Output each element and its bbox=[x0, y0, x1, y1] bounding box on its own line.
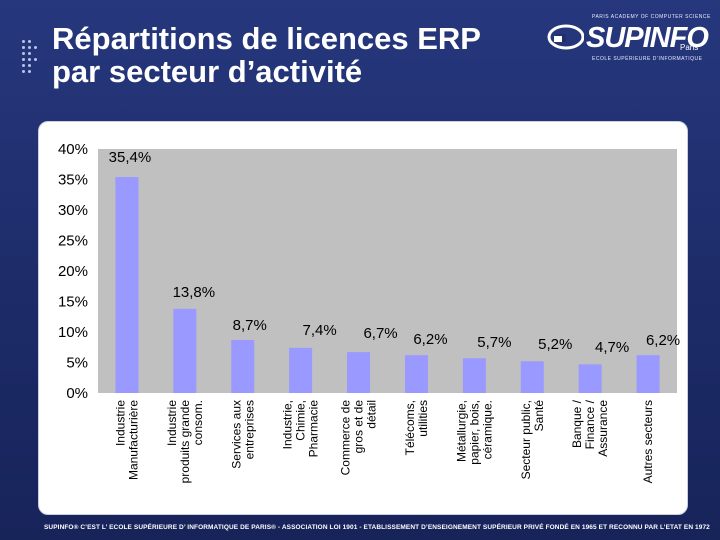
y-tick-label: 30% bbox=[58, 202, 88, 219]
x-tick-label: produits grande bbox=[178, 400, 192, 484]
data-label: 35,4% bbox=[109, 149, 152, 166]
bar bbox=[520, 361, 544, 393]
x-tick-label: détail bbox=[365, 400, 379, 429]
y-tick-label: 15% bbox=[58, 294, 88, 311]
x-tick-label: utilities bbox=[416, 400, 430, 437]
y-tick-label: 0% bbox=[66, 385, 88, 402]
y-tick-label: 5% bbox=[66, 355, 88, 372]
title-line-1: Répartitions de licences ERP bbox=[52, 21, 481, 56]
y-tick-label: 20% bbox=[58, 263, 88, 280]
bar bbox=[404, 355, 428, 393]
supinfo-logo: PARIS ACADEMY OF COMPUTER SCIENCE SUPINF… bbox=[540, 14, 712, 74]
data-label: 7,4% bbox=[303, 322, 337, 339]
x-tick-label: papier, bois, bbox=[467, 400, 481, 465]
y-tick-label: 35% bbox=[58, 172, 88, 189]
y-tick-label: 40% bbox=[58, 141, 88, 158]
logo-tagline: PARIS ACADEMY OF COMPUTER SCIENCE bbox=[592, 14, 711, 20]
y-tick-label: 10% bbox=[58, 324, 88, 341]
x-tick-label: Industrie, bbox=[281, 400, 295, 449]
x-tick-label: Commerce de bbox=[339, 400, 353, 476]
bar bbox=[347, 352, 371, 393]
bar bbox=[462, 358, 486, 393]
x-tick-label: Services aux bbox=[229, 400, 243, 469]
x-tick-label: Manufacturière bbox=[126, 400, 140, 480]
bar bbox=[115, 177, 139, 393]
slide-title: Répartitions de licences ERP par secteur… bbox=[52, 22, 522, 88]
logo-name: SUPINFO bbox=[586, 22, 709, 54]
bar bbox=[578, 364, 602, 393]
data-label: 5,7% bbox=[477, 334, 511, 351]
footer-text: SUPINFO® C’EST L’ ECOLE SUPÉRIEURE D’ IN… bbox=[44, 524, 710, 531]
logo-mark-icon bbox=[547, 24, 584, 50]
data-label: 6,2% bbox=[413, 331, 447, 348]
x-tick-label: gros et de bbox=[352, 400, 366, 454]
x-tick-label: consom. bbox=[191, 400, 205, 445]
x-tick-label: Industrie bbox=[165, 400, 179, 446]
x-tick-label: Télécoms, bbox=[403, 400, 417, 455]
x-tick-label: Industrie bbox=[113, 400, 127, 446]
bar bbox=[289, 347, 313, 393]
x-tick-label: Santé bbox=[532, 400, 546, 432]
x-tick-label: Assurance bbox=[596, 400, 610, 457]
title-line-2: par secteur d’activité bbox=[52, 54, 363, 89]
data-label: 5,2% bbox=[538, 336, 572, 353]
x-tick-label: Finance / bbox=[583, 399, 597, 449]
x-tick-label: Métallurgie, bbox=[454, 400, 468, 462]
data-label: 6,7% bbox=[363, 325, 397, 342]
logo-city: Paris bbox=[680, 43, 699, 52]
x-tick-label: céramique. bbox=[480, 400, 494, 459]
x-tick-label: Autres secteurs bbox=[641, 400, 655, 483]
x-tick-label: Banque / bbox=[570, 399, 584, 448]
x-tick-label: entreprises bbox=[242, 400, 256, 459]
x-tick-label: Chimie, bbox=[294, 400, 308, 441]
data-label: 13,8% bbox=[173, 284, 216, 301]
data-label: 8,7% bbox=[233, 317, 267, 334]
y-tick-label: 25% bbox=[58, 233, 88, 250]
bar bbox=[173, 308, 197, 393]
x-tick-label: Pharmacie bbox=[307, 400, 321, 458]
data-label: 4,7% bbox=[595, 339, 629, 356]
decorative-dots bbox=[22, 40, 38, 82]
data-label: 6,2% bbox=[646, 332, 680, 349]
bar bbox=[636, 355, 660, 393]
x-tick-label: Secteur public, bbox=[519, 400, 533, 479]
logo-subtitle: ECOLE SUPÉRIEURE D’INFORMATIQUE bbox=[592, 56, 703, 62]
bar bbox=[231, 339, 255, 393]
